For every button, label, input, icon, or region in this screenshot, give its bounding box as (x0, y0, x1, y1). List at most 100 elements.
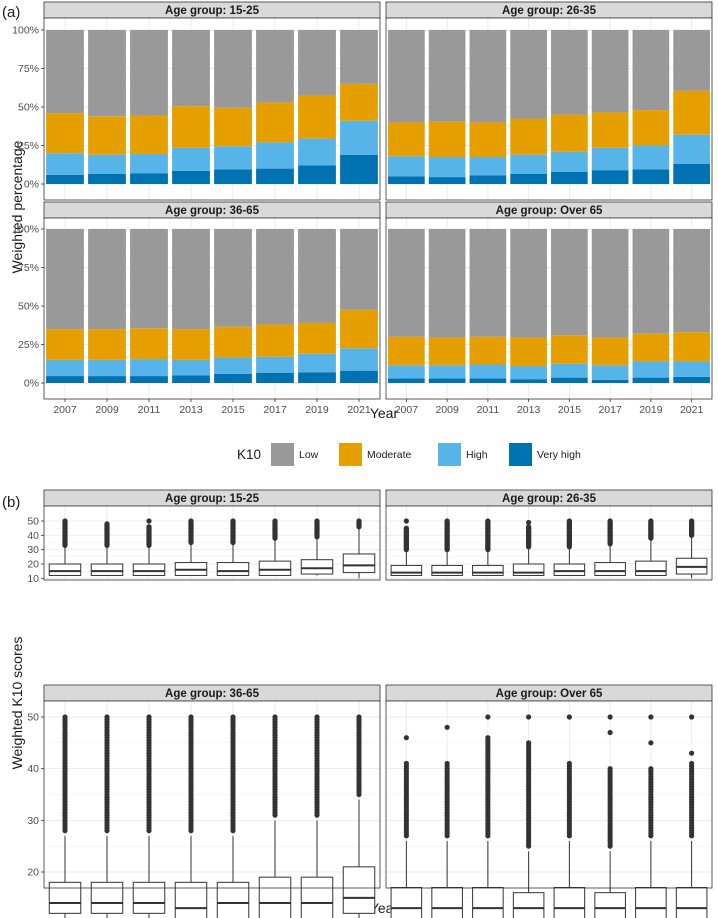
outlier-point-2015 (230, 518, 236, 524)
box-y-tick-label: 40 (27, 530, 39, 542)
outlier-point-2021 (689, 760, 695, 767)
outlier-point-2019 (648, 518, 654, 524)
bar-moderate-2009 (428, 121, 466, 158)
bar-very-high-2007 (388, 378, 425, 383)
outlier-point-2015 (566, 714, 572, 720)
box-y-tick-label: 10 (27, 573, 39, 585)
bar-moderate-2021 (340, 83, 378, 121)
bar-low-2017 (256, 229, 294, 325)
facet-title-a1: Age group: 26-35 (502, 5, 597, 17)
facet-title-b1: Age group: 26-35 (502, 493, 597, 505)
legend-key-very-high (509, 443, 532, 466)
bar-high-2017 (256, 142, 294, 169)
bar-high-2007 (388, 156, 425, 177)
bar-y-tick-label: 25% (18, 140, 39, 152)
outlier-point-2009 (104, 521, 110, 527)
bar-moderate-2017 (256, 324, 294, 357)
bar-very-high-2019 (632, 377, 670, 383)
bar-low-2011 (469, 229, 507, 337)
outlier-point-2011 (485, 714, 491, 720)
bar-high-2009 (88, 359, 126, 377)
bar-x-tick-label-2013: 2013 (179, 404, 203, 416)
outlier-point-2009 (444, 724, 450, 730)
outlier-point-2009 (444, 518, 450, 524)
bar-low-2013 (172, 30, 210, 107)
bar-low-2007 (46, 30, 84, 114)
bar-chart-ylabel: Weighted percentage (9, 140, 25, 273)
bar-high-2015 (551, 151, 588, 172)
bar-x-tick-label-2009: 2009 (95, 404, 119, 416)
bar-moderate-2015 (551, 335, 588, 364)
bar-very-high-2007 (46, 376, 84, 383)
bar-moderate-2021 (673, 90, 710, 135)
bar-y-tick-label: 100% (12, 25, 39, 37)
bar-y-tick-label: 50% (18, 301, 39, 313)
outlier-point-2019 (314, 714, 320, 720)
bar-moderate-2011 (130, 115, 168, 154)
box-2017 (258, 560, 292, 576)
box-y-tick-label: 20 (27, 867, 39, 879)
bar-very-high-2009 (88, 173, 126, 184)
bar-very-high-2019 (298, 165, 336, 184)
bar-y-tick-label: 75% (18, 262, 39, 274)
box-y-tick-label: 30 (27, 815, 39, 827)
bar-moderate-2011 (469, 336, 507, 365)
outlier-point-2017 (272, 518, 278, 524)
outlier-point-2007 (403, 735, 409, 741)
bar-x-tick-label-2011: 2011 (477, 404, 500, 416)
bar-high-2009 (428, 157, 466, 178)
stacked-bar-chart: Weighted percentage Year Age group: 15-2… (9, 1, 713, 421)
bar-very-high-2011 (469, 175, 507, 184)
bar-moderate-2019 (632, 110, 670, 146)
bar-very-high-2021 (340, 154, 378, 184)
panel-border-a0 (43, 17, 381, 201)
bar-moderate-2013 (510, 118, 547, 155)
box-2017 (258, 876, 292, 918)
box-2015 (553, 563, 586, 576)
bar-moderate-2009 (428, 337, 466, 366)
bar-low-2015 (551, 229, 588, 336)
outlier-point-2019 (648, 714, 654, 720)
legend-label-moderate: Moderate (367, 449, 412, 461)
bar-high-2007 (46, 359, 84, 377)
bar-moderate-2015 (551, 114, 588, 152)
outlier-point-2013 (526, 714, 532, 720)
bar-x-tick-label-2019: 2019 (639, 404, 663, 416)
bar-y-tick-label: 25% (18, 339, 39, 351)
bar-high-2017 (591, 365, 629, 380)
bar-high-2019 (298, 138, 336, 166)
box-2019 (300, 876, 334, 918)
legend: K10 Low Moderate High Very high (237, 443, 581, 466)
legend-title: K10 (237, 447, 261, 462)
bar-high-2013 (172, 359, 210, 376)
bar-very-high-2017 (256, 372, 294, 383)
bar-high-2015 (551, 363, 588, 378)
outlier-point-2013 (526, 519, 532, 526)
box-2007 (48, 881, 82, 914)
bar-moderate-2019 (298, 322, 336, 354)
box-2021 (675, 887, 708, 918)
bar-high-2015 (214, 357, 252, 374)
outlier-point-2019 (648, 740, 654, 746)
bar-moderate-2015 (214, 326, 252, 358)
outlier-point-2017 (607, 729, 613, 736)
bar-low-2017 (591, 229, 629, 338)
bar-very-high-2007 (388, 176, 425, 184)
bar-very-high-2015 (551, 377, 588, 383)
outlier-point-2007 (403, 760, 409, 767)
bar-facet-age-group-26-35: Age group: 26-35 (385, 1, 713, 201)
legend-key-low (271, 443, 294, 466)
box-2015 (553, 887, 586, 918)
bar-very-high-2017 (591, 379, 629, 383)
box-y-tick-label: 50 (27, 516, 39, 528)
bar-moderate-2015 (214, 107, 252, 147)
bar-facet-age-group-over-65: Age group: Over 65 2007 2009 2011 2013 2015 20… (385, 201, 713, 416)
box-2019 (635, 887, 667, 918)
bar-very-high-2021 (340, 370, 378, 383)
bar-very-high-2013 (172, 375, 210, 383)
bar-x-tick-label-2021: 2021 (680, 404, 704, 416)
box-y-tick-label: 30 (27, 544, 39, 556)
bar-x-tick-label-2011: 2011 (138, 404, 161, 416)
bar-very-high-2021 (673, 376, 710, 383)
bar-very-high-2021 (673, 163, 710, 184)
